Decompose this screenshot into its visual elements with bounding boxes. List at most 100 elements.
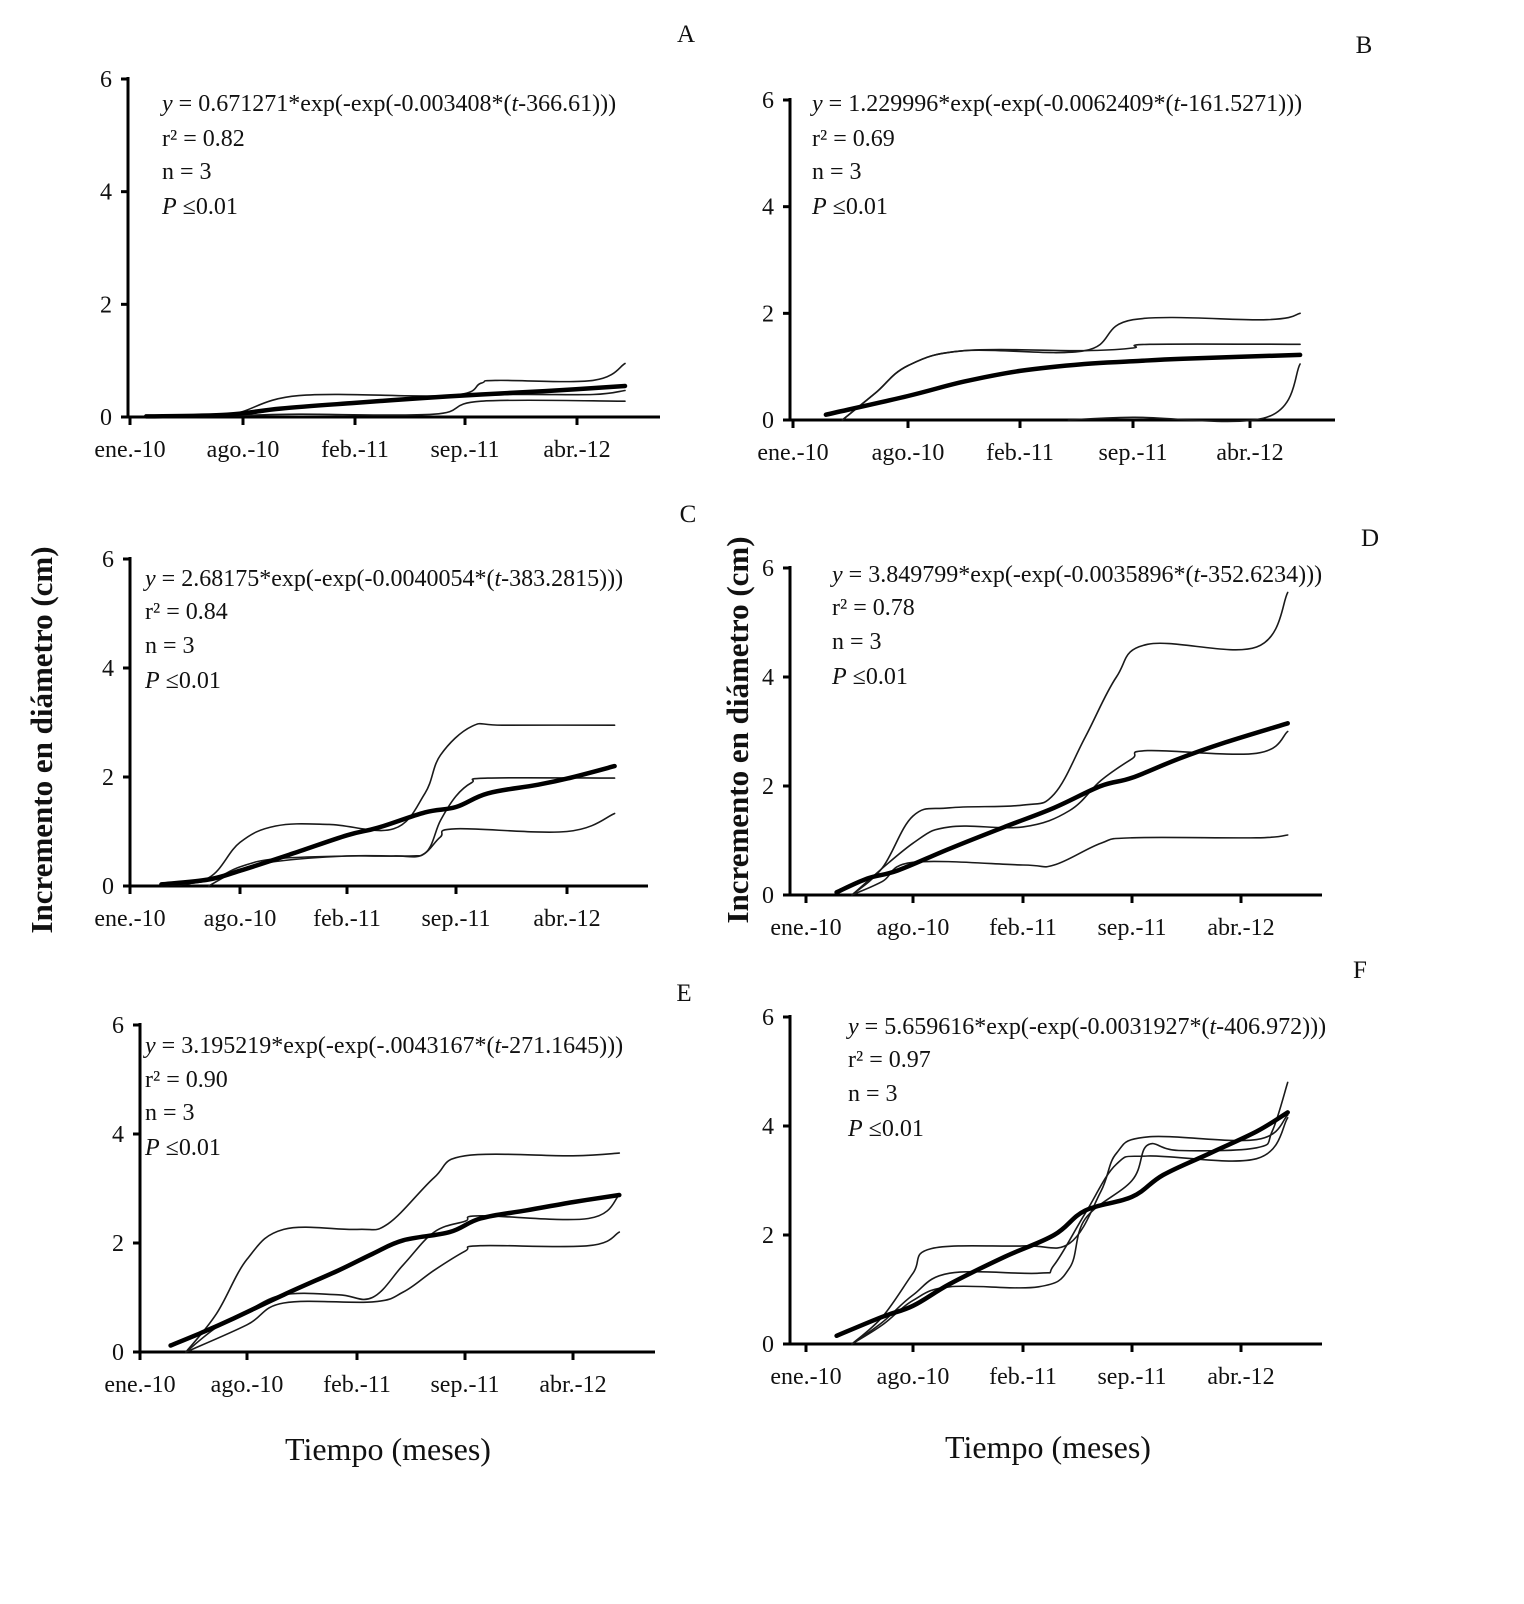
panel-b: 0 2 4 6 ene.-10 ago.-10 feb.-11 sep.-11 abr.-12 B… (757, 32, 1372, 466)
y-axis-title-left: Incremento en diámetro (cm) (24, 546, 59, 933)
fitted-curve (834, 1110, 1290, 1339)
tree-series-line (851, 1081, 1289, 1345)
equation-y-var: y (143, 1033, 156, 1059)
x-tick-label: sep.-11 (1097, 915, 1166, 941)
p-value: P ≤0.01 (144, 1135, 221, 1161)
x-tick-label: sep.-11 (1098, 440, 1167, 466)
x-tick-label: ago.-10 (872, 440, 945, 466)
tree-series-line (841, 343, 1301, 421)
x-tick-label: ago.-10 (211, 1372, 284, 1398)
equation-end: -271.1645))) (501, 1033, 623, 1059)
equation-y-var: y (160, 91, 173, 117)
tree-series-line (160, 722, 616, 887)
p-value: P ≤0.01 (144, 668, 221, 694)
tree-series-line (851, 1114, 1289, 1345)
x-tick-label: abr.-12 (539, 1372, 606, 1398)
y-tick-label: 0 (100, 405, 112, 431)
y-tick-label: 2 (762, 301, 774, 327)
x-tick-label: ago.-10 (877, 1364, 950, 1390)
fitted-curve (823, 352, 1303, 417)
r-squared: r² = 0.69 (812, 126, 895, 152)
equation-end: -352.6234))) (1200, 562, 1322, 588)
panel-letter: A (677, 21, 695, 48)
x-tick-label: abr.-12 (1207, 915, 1274, 941)
equation-t-var: t (1209, 1014, 1217, 1040)
x-tick-label: abr.-12 (1207, 1364, 1274, 1390)
x-tick-label: feb.-11 (989, 915, 1057, 941)
panel-a: 0 2 4 6 ene.-10 ago.-10 feb.-11 sep.-11 abr.-12 A… (94, 21, 695, 463)
x-tick-label: feb.-11 (989, 1364, 1057, 1390)
r-squared: r² = 0.82 (162, 126, 245, 152)
fit-equation: y = 3.849799*exp(-exp(-0.0035896*(t-352.… (830, 562, 1322, 588)
fit-equation: y = 2.68175*exp(-exp(-0.0040054*(t-383.2… (143, 566, 623, 592)
fit-equation: y = 1.229996*exp(-exp(-0.0062409*(t-161.… (810, 91, 1302, 117)
x-tick-label: sep.-11 (430, 1372, 499, 1398)
y-tick-label: 2 (112, 1231, 124, 1257)
x-tick-label: ene.-10 (94, 906, 165, 932)
fitted-curve (168, 1192, 622, 1348)
x-axis-title-left: Tiempo (meses) (285, 1431, 491, 1467)
y-tick-label: 0 (102, 874, 114, 900)
y-tick-label: 4 (762, 195, 774, 221)
tree-series-line (185, 1194, 621, 1353)
fitted-curve (159, 763, 617, 887)
r-squared: r² = 0.90 (145, 1067, 228, 1093)
y-tick-label: 6 (762, 1005, 774, 1031)
equation-mid: = 1.229996*exp(-exp(-0.0062409*( (823, 91, 1174, 117)
y-tick-label: 0 (762, 1332, 774, 1358)
equation-mid: = 5.659616*exp(-exp(-0.0031927*( (859, 1014, 1210, 1040)
sample-size: n = 3 (848, 1081, 898, 1107)
x-tick-label: ene.-10 (770, 1364, 841, 1390)
panel-c: 0 2 4 6 ene.-10 ago.-10 feb.-11 sep.-11 abr.-12 C… (94, 501, 696, 932)
y-tick-label: 2 (102, 765, 114, 791)
y-tick-label: 4 (762, 1114, 774, 1140)
x-tick-label: abr.-12 (1216, 440, 1283, 466)
panel-f: 0 2 4 6 ene.-10 ago.-10 feb.-11 sep.-11 abr.-12 F… (762, 957, 1367, 1390)
x-tick-label: ago.-10 (877, 915, 950, 941)
equation-y-var: y (143, 566, 156, 592)
y-tick-label: 4 (112, 1122, 124, 1148)
y-tick-label: 4 (100, 180, 112, 206)
x-tick-label: ene.-10 (104, 1372, 175, 1398)
equation-end: -161.5271))) (1180, 91, 1302, 117)
x-tick-label: ago.-10 (207, 437, 280, 463)
y-tick-label: 2 (762, 774, 774, 800)
equation-y-var: y (830, 562, 843, 588)
x-tick-label: ene.-10 (757, 440, 828, 466)
y-tick-label: 4 (102, 656, 114, 682)
tree-series-line (207, 812, 616, 887)
x-tick-label: abr.-12 (533, 906, 600, 932)
y-tick-label: 6 (762, 88, 774, 114)
equation-t-var: t (1173, 91, 1181, 117)
p-value: P ≤0.01 (847, 1116, 924, 1142)
x-tick-label: ago.-10 (204, 906, 277, 932)
p-value: P ≤0.01 (831, 664, 908, 690)
equation-mid: = 3.849799*exp(-exp(-0.0035896*( (843, 562, 1194, 588)
r-squared: r² = 0.78 (832, 595, 915, 621)
y-axis-title-right: Incremento en diámetro (cm) (720, 536, 755, 923)
y-tick-label: 6 (100, 67, 112, 93)
equation-t-var: t (494, 566, 502, 592)
x-tick-label: feb.-11 (323, 1372, 391, 1398)
equation-t-var: t (494, 1033, 502, 1059)
panel-letter: B (1356, 32, 1373, 59)
equation-mid: = 2.68175*exp(-exp(-0.0040054*( (156, 566, 495, 592)
equation-end: -366.61))) (518, 91, 616, 117)
panel-letter: E (676, 980, 691, 1007)
x-tick-label: abr.-12 (543, 437, 610, 463)
fitted-curve (834, 721, 1290, 895)
equation-mid: = 3.195219*exp(-exp(-.0043167*( (156, 1033, 495, 1059)
x-axis-title-right: Tiempo (meses) (945, 1429, 1151, 1465)
fitted-curve (143, 383, 628, 419)
y-tick-label: 6 (102, 547, 114, 573)
y-tick-label: 6 (762, 556, 774, 582)
y-tick-label: 4 (762, 665, 774, 691)
y-tick-label: 2 (762, 1223, 774, 1249)
p-value: P ≤0.01 (811, 194, 888, 220)
x-tick-label: feb.-11 (986, 440, 1054, 466)
sample-size: n = 3 (145, 1100, 195, 1126)
equation-t-var: t (511, 91, 519, 117)
y-tick-label: 6 (112, 1013, 124, 1039)
panel-letter: D (1361, 525, 1379, 552)
sample-size: n = 3 (162, 159, 212, 185)
